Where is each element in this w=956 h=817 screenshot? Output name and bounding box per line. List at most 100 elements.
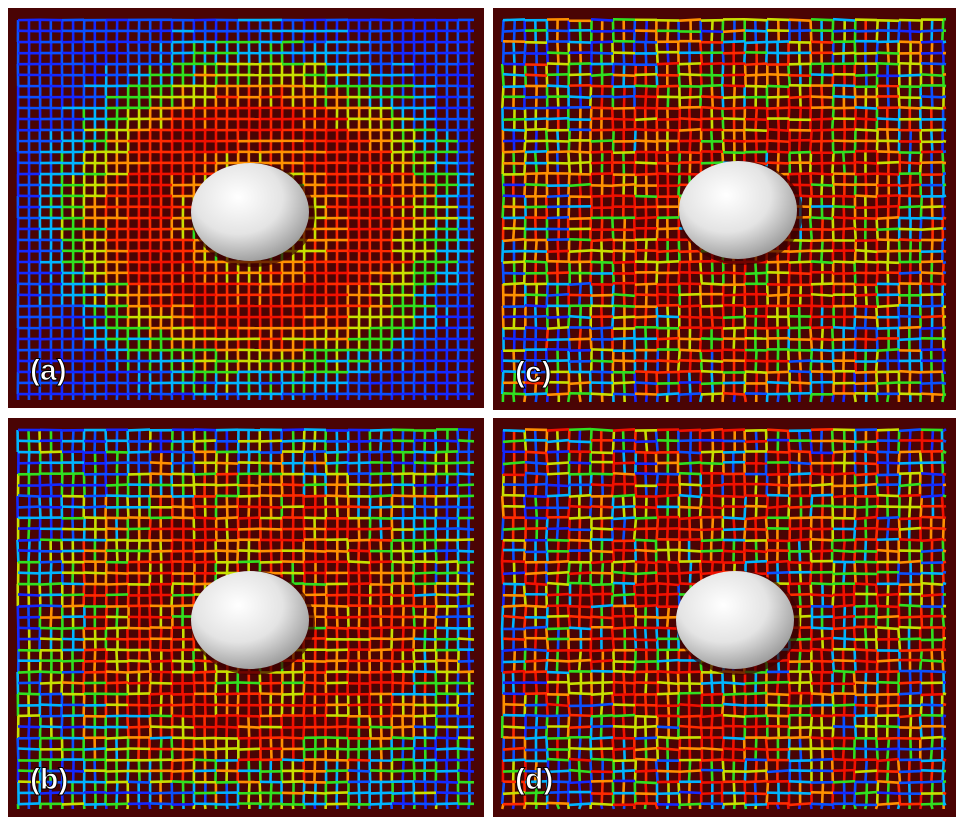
mesh-fiber xyxy=(700,359,724,363)
mesh-fiber xyxy=(700,381,724,386)
mesh-fiber xyxy=(634,172,658,177)
mesh-fiber xyxy=(524,337,548,342)
mesh-fiber xyxy=(61,626,85,630)
mesh-fiber xyxy=(743,517,747,541)
mesh-fiber xyxy=(105,714,129,718)
mesh-fiber xyxy=(105,802,129,806)
mesh-fiber xyxy=(83,725,107,729)
mesh-fiber xyxy=(502,194,526,198)
mesh-fiber xyxy=(303,549,327,553)
mesh-fiber xyxy=(369,593,393,597)
mesh-fiber xyxy=(787,393,791,403)
mesh-fiber xyxy=(744,128,768,133)
mesh-fiber xyxy=(171,450,195,454)
mesh-fiber xyxy=(810,128,834,132)
mesh-fiber xyxy=(656,292,680,297)
mesh-fiber xyxy=(524,293,548,297)
mesh-fiber xyxy=(590,370,614,374)
mesh-fiber xyxy=(634,215,658,220)
mesh-fiber xyxy=(17,670,41,674)
mesh-fiber xyxy=(788,260,812,264)
mesh-fiber xyxy=(325,626,349,630)
mesh-fiber xyxy=(347,769,371,773)
mesh-fiber xyxy=(678,117,702,121)
mesh-fiber xyxy=(435,439,459,443)
mesh-fiber xyxy=(17,626,41,630)
mesh-fiber xyxy=(876,172,900,176)
mesh-fiber xyxy=(149,549,173,553)
mesh-fiber xyxy=(215,692,239,696)
mesh-fiber xyxy=(413,571,437,575)
mesh-fiber xyxy=(612,249,636,253)
mesh-fiber xyxy=(678,172,702,176)
mesh-fiber xyxy=(766,73,790,77)
mesh-fiber xyxy=(568,182,592,188)
mesh-fiber xyxy=(633,393,637,403)
mesh-fiber xyxy=(259,692,283,696)
mesh-fiber xyxy=(744,359,768,363)
mesh-fiber xyxy=(325,747,349,751)
mesh-fiber xyxy=(876,51,900,55)
mesh-fiber xyxy=(898,61,922,66)
mesh-fiber xyxy=(435,527,459,531)
mesh-fiber xyxy=(149,703,173,707)
mesh-fiber xyxy=(391,681,415,685)
mesh-fiber xyxy=(39,505,63,509)
mesh-fiber xyxy=(303,681,327,685)
mesh-fiber xyxy=(193,549,217,553)
mesh-fiber xyxy=(678,292,702,297)
mesh-fiber xyxy=(524,392,548,396)
mesh-fiber xyxy=(325,549,349,553)
mesh-fiber xyxy=(656,227,680,231)
mesh-fiber xyxy=(16,539,20,563)
mesh-fiber xyxy=(546,194,570,199)
mesh-fiber xyxy=(61,593,85,597)
mesh-fiber xyxy=(942,194,947,198)
mesh-fiber xyxy=(369,439,393,443)
mesh-fiber xyxy=(303,472,327,476)
mesh-fiber xyxy=(500,371,505,395)
mesh-fiber xyxy=(347,703,371,707)
mesh-fiber xyxy=(39,571,63,575)
mesh-fiber xyxy=(590,238,614,243)
mesh-fiber xyxy=(546,139,570,143)
mesh-fiber xyxy=(854,293,878,297)
mesh-fiber xyxy=(788,95,812,100)
mesh-fiber xyxy=(854,105,878,110)
mesh-fiber xyxy=(590,260,614,264)
mesh-fiber xyxy=(898,40,922,44)
mesh-fiber xyxy=(457,549,475,553)
mesh-fiber xyxy=(853,393,857,403)
mesh-fiber xyxy=(524,303,548,308)
mesh-fiber xyxy=(832,227,856,231)
mesh-fiber xyxy=(854,337,878,341)
mesh-fiber xyxy=(524,314,548,319)
mesh-fiber xyxy=(832,325,856,330)
mesh-fiber xyxy=(193,516,217,520)
mesh-fiber xyxy=(39,725,63,729)
mesh-fiber xyxy=(105,593,129,597)
mesh-fiber xyxy=(810,172,834,176)
mesh-fiber xyxy=(678,392,702,396)
mesh-fiber xyxy=(413,780,437,784)
mesh-fiber xyxy=(215,461,239,465)
mesh-fiber xyxy=(876,260,900,265)
mesh-fiber xyxy=(500,539,505,563)
mesh-fiber xyxy=(678,127,702,132)
mesh-fiber xyxy=(920,392,944,397)
mesh-fiber xyxy=(678,282,702,286)
mesh-fiber xyxy=(766,17,790,22)
mesh-fiber xyxy=(61,505,85,509)
mesh-fiber xyxy=(237,527,261,531)
mesh-fiber xyxy=(744,62,768,67)
mesh-fiber xyxy=(942,62,947,66)
mesh-fiber xyxy=(810,161,834,165)
mesh-fiber xyxy=(347,758,371,762)
mesh-fiber xyxy=(457,472,475,476)
mesh-fiber xyxy=(502,149,526,154)
sphere xyxy=(191,163,309,261)
panel: (a) xyxy=(8,8,484,408)
mesh-fiber xyxy=(744,370,768,374)
mesh-fiber xyxy=(502,29,526,33)
